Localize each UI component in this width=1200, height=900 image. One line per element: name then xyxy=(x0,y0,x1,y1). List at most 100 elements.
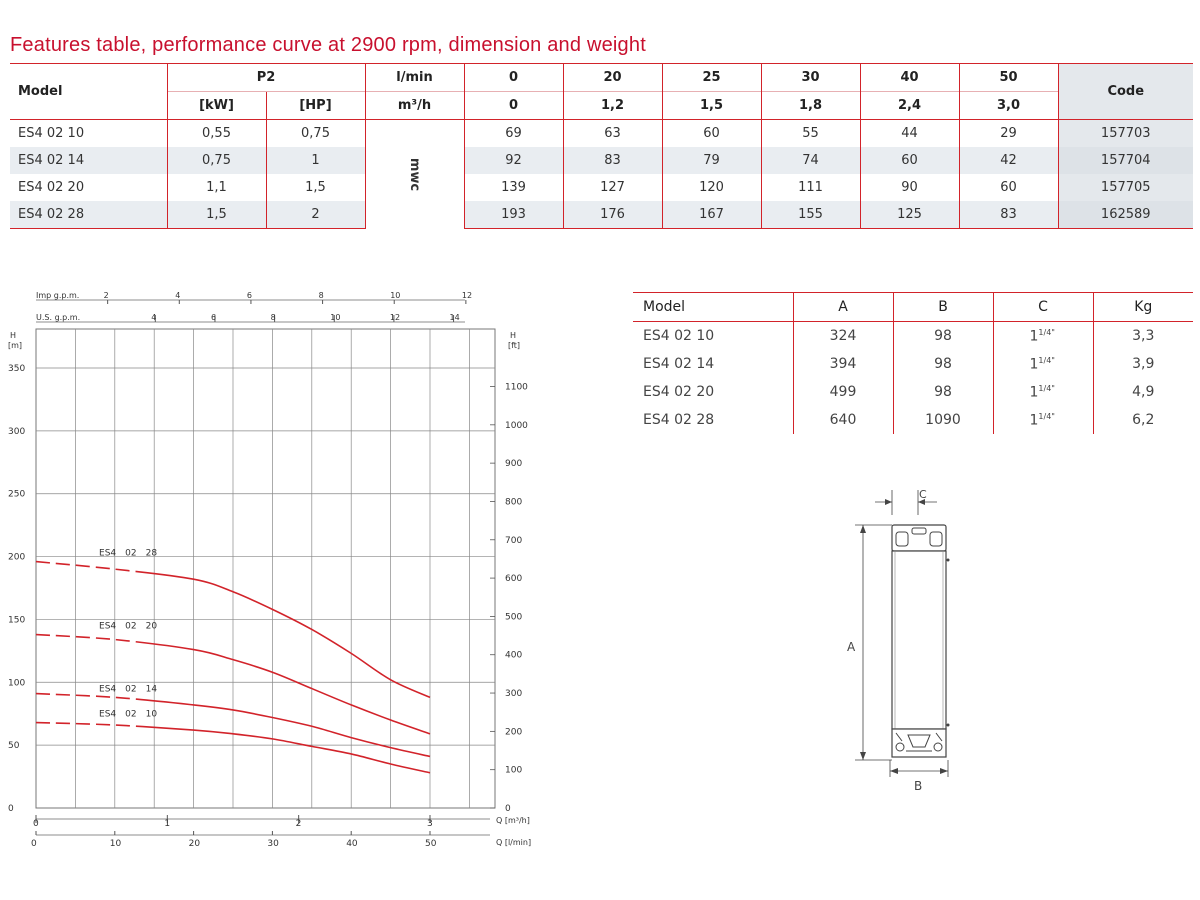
dim-kg: 3,9 xyxy=(1092,350,1193,378)
performance-curve-chart: 050100150200250300350H[m]010020030040050… xyxy=(8,291,531,849)
row-head: 92 xyxy=(463,147,563,174)
table-row: ES4 02 14 0,75 1 92 83 79 74 60 42 15770… xyxy=(10,147,1193,174)
dim-c-value: 1 xyxy=(1029,412,1039,429)
flow-m3h-5: 3,0 xyxy=(958,91,1058,120)
ft-tick-label: 1000 xyxy=(505,421,528,431)
y-tick-label: 100 xyxy=(8,678,25,688)
dim-kg: 6,2 xyxy=(1092,406,1193,434)
table-row: ES4 02 10 324 98 11/4" 3,3 xyxy=(633,321,1193,350)
dim-c: 11/4" xyxy=(992,350,1093,378)
dimension-table: Model A B C Kg ES4 02 10 324 98 11/4" 3,… xyxy=(633,292,1193,434)
us-tick-label: 4 xyxy=(151,313,156,322)
model-header: Model xyxy=(10,63,167,120)
lmin-tick-label: 0 xyxy=(31,839,37,849)
row-code: 157704 xyxy=(1057,147,1193,174)
dim-c-fraction: 1/4" xyxy=(1038,411,1055,421)
row-head: 60 xyxy=(859,147,959,174)
row-head: 44 xyxy=(859,119,959,147)
m3h-tick-label: 3 xyxy=(427,819,433,829)
y-tick-label: 50 xyxy=(8,741,20,751)
row-hp: 1 xyxy=(265,147,365,174)
series-line xyxy=(35,560,431,699)
row-head: 29 xyxy=(958,119,1058,147)
mwc-unit-cell: mwc xyxy=(364,119,464,229)
series-line xyxy=(35,721,431,774)
us-tick-label: 8 xyxy=(271,313,276,322)
row-kw: 1,5 xyxy=(166,201,266,229)
dim-c: 11/4" xyxy=(992,406,1093,434)
row-code: 157703 xyxy=(1057,119,1193,147)
flow-lmin-2: 25 xyxy=(661,63,761,92)
row-head: 63 xyxy=(562,119,662,147)
row-hp: 0,75 xyxy=(265,119,365,147)
top-axis-us-label: U.S. g.p.m. xyxy=(36,313,80,322)
row-model: ES4 02 20 xyxy=(18,180,85,195)
series-label: ES4 02 14 xyxy=(99,685,157,695)
row-head: 60 xyxy=(958,174,1058,201)
right-axis-unit: [ft] xyxy=(508,341,520,350)
dimension-a-label: A xyxy=(847,640,856,654)
row-head: 167 xyxy=(661,201,761,229)
bottom-axis-lmin-label: Q [l/min] xyxy=(496,838,531,847)
m3h-tick-label: 1 xyxy=(164,819,170,829)
mwc-label: mwc xyxy=(406,157,422,191)
dim-kg: 3,3 xyxy=(1092,321,1193,350)
row-code: 157705 xyxy=(1057,174,1193,201)
dim-c: 11/4" xyxy=(992,321,1093,350)
us-tick-label: 6 xyxy=(211,313,216,322)
flow-m3h-2: 1,5 xyxy=(661,91,761,120)
dim-model-header: Model xyxy=(633,292,793,322)
lmin-tick-label: 20 xyxy=(189,839,201,849)
imp-tick-label: 12 xyxy=(462,291,472,300)
row-head: 193 xyxy=(463,201,563,229)
chart-axes: 050100150200250300350H[m]010020030040050… xyxy=(8,291,531,849)
lmin-tick-label: 30 xyxy=(267,839,279,849)
y-tick-label: 0 xyxy=(8,804,14,814)
imp-tick-label: 6 xyxy=(247,291,252,300)
imp-tick-label: 10 xyxy=(390,291,400,300)
page-title: Features table, performance curve at 290… xyxy=(10,34,646,56)
ft-tick-label: 800 xyxy=(505,497,522,507)
bottom-axis-m3h-label: Q [m³/h] xyxy=(496,816,530,825)
row-head: 176 xyxy=(562,201,662,229)
features-header-row-1: Model P2 l/min 0 20 25 30 40 50 Code xyxy=(10,63,1193,120)
flow-m3h-1: 1,2 xyxy=(562,91,662,120)
table-row: ES4 02 10 0,55 0,75 mwc 69 63 60 55 44 2… xyxy=(10,119,1193,229)
dim-a: 324 xyxy=(792,321,893,350)
imp-tick-label: 2 xyxy=(104,291,109,300)
dim-c-header: C xyxy=(992,292,1093,322)
ft-tick-label: 300 xyxy=(505,689,522,699)
row-head: 139 xyxy=(463,174,563,201)
y-tick-label: 200 xyxy=(8,553,25,563)
dim-model: ES4 02 28 xyxy=(643,412,715,428)
lmin-tick-label: 10 xyxy=(110,839,122,849)
ft-tick-label: 100 xyxy=(505,766,522,776)
ft-tick-label: 600 xyxy=(505,574,522,584)
dim-c: 11/4" xyxy=(992,378,1093,406)
ft-tick-label: 900 xyxy=(505,459,522,469)
y-tick-label: 250 xyxy=(8,490,25,500)
ft-tick-label: 400 xyxy=(505,651,522,661)
features-table: Model P2 l/min 0 20 25 30 40 50 Code [kW… xyxy=(10,63,1193,229)
row-head: 127 xyxy=(562,174,662,201)
flow-lmin-1: 20 xyxy=(562,63,662,92)
dimension-b-label: B xyxy=(914,779,922,793)
row-hp: 2 xyxy=(265,201,365,229)
dim-b: 98 xyxy=(892,378,993,406)
row-head: 74 xyxy=(760,147,860,174)
flow-lmin-5: 50 xyxy=(958,63,1058,92)
features-header-row-2: [kW] [HP] m³/h 0 1,2 1,5 1,8 2,4 3,0 xyxy=(10,91,1193,120)
dim-b: 98 xyxy=(892,321,993,350)
dim-b: 98 xyxy=(892,350,993,378)
dim-c-fraction: 1/4" xyxy=(1038,383,1055,393)
left-axis-label: H xyxy=(10,331,16,340)
series-line xyxy=(35,692,431,758)
row-head: 60 xyxy=(661,119,761,147)
row-kw: 1,1 xyxy=(166,174,266,201)
row-head: 90 xyxy=(859,174,959,201)
imp-tick-label: 4 xyxy=(175,291,180,300)
dim-b: 1090 xyxy=(892,406,993,434)
flow-lmin-3: 30 xyxy=(760,63,860,92)
row-hp: 1,5 xyxy=(265,174,365,201)
dim-kg-header: Kg xyxy=(1092,292,1193,322)
